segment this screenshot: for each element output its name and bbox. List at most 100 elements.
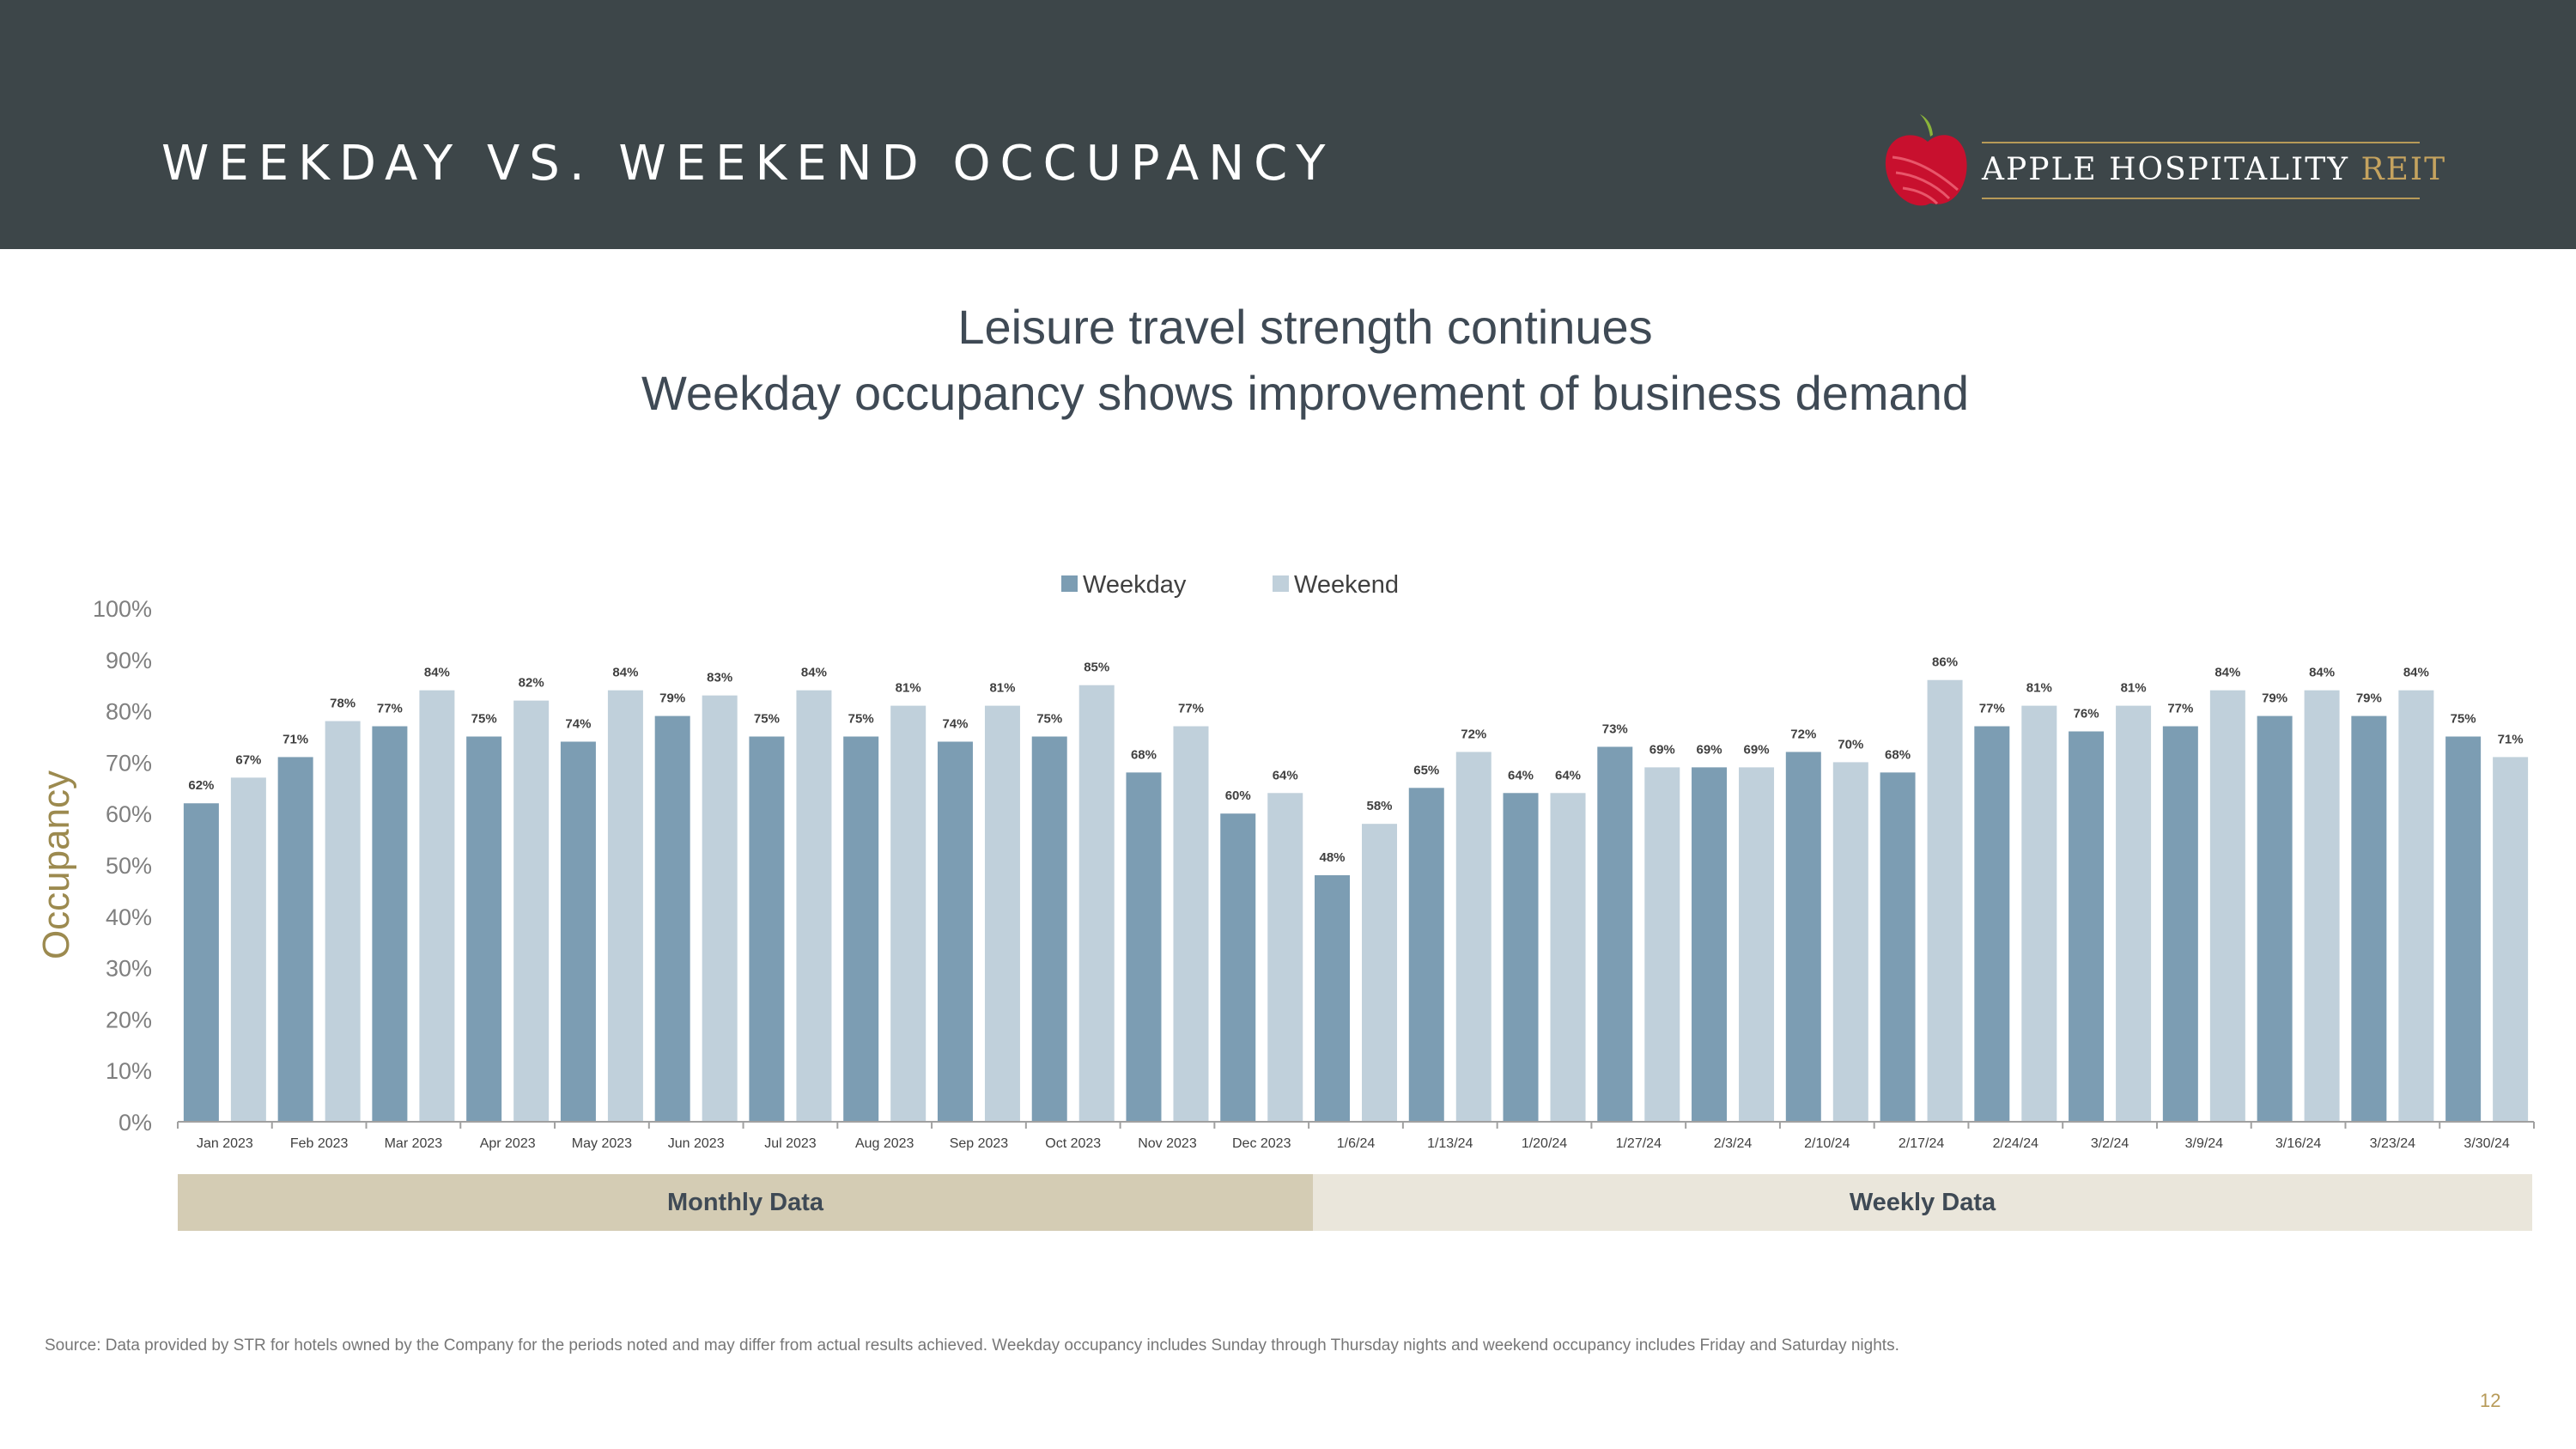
weekday-data-label: 73% — [1602, 721, 1628, 736]
legend-label-weekend: Weekend — [1294, 571, 1399, 599]
weekday-data-label: 48% — [1319, 850, 1345, 865]
weekday-bar — [2257, 715, 2293, 1122]
x-tick-label: Jan 2023 — [197, 1136, 253, 1151]
weekend-data-label: 72% — [1461, 727, 1486, 741]
weekend-data-label: 81% — [2121, 681, 2147, 696]
subtitle-line-2: Weekday occupancy shows improvement of b… — [641, 366, 1969, 420]
legend-swatch-weekday — [1061, 575, 1078, 592]
weekend-bar — [1267, 793, 1303, 1122]
y-axis-label: Occupancy — [35, 770, 77, 959]
weekend-data-label: 83% — [707, 671, 732, 685]
weekend-bar — [607, 690, 643, 1122]
x-tick-label: Jun 2023 — [668, 1136, 725, 1151]
weekend-bar — [325, 721, 361, 1122]
x-tick-label: 2/24/24 — [1993, 1136, 2038, 1151]
weekend-bar — [2398, 690, 2434, 1122]
y-tick-label: 80% — [106, 699, 152, 725]
x-tick-label: 2/3/24 — [1714, 1136, 1753, 1151]
weekly-data-band: Weekly Data — [1313, 1174, 2532, 1231]
weekday-data-label: 77% — [377, 702, 403, 716]
weekend-data-label: 84% — [801, 666, 827, 680]
weekend-data-label: 82% — [519, 676, 544, 691]
weekend-data-label: 84% — [2215, 666, 2240, 680]
weekend-data-label: 69% — [1649, 742, 1675, 757]
weekend-data-label: 58% — [1366, 799, 1392, 813]
weekend-data-label: 81% — [989, 681, 1015, 696]
y-tick-label: 0% — [118, 1110, 152, 1135]
x-tick-label: 2/10/24 — [1804, 1136, 1850, 1151]
weekday-bar — [843, 736, 879, 1122]
company-logo: APPLE HOSPITALITY REIT — [1880, 107, 2445, 215]
slide-title: WEEKDAY VS. WEEKEND OCCUPANCY — [161, 136, 1335, 192]
weekday-data-label: 68% — [1131, 747, 1157, 762]
apple-logo-icon — [1885, 114, 1967, 206]
x-tick-label: 3/16/24 — [2275, 1136, 2321, 1151]
page-number: 12 — [2480, 1390, 2501, 1411]
legend-swatch-weekend — [1273, 575, 1289, 592]
occupancy-bar-chart: 0% 10% 20% 30% 40% 50% 60% 70% 80% 90% 100% Occupan… — [35, 571, 2535, 1151]
weekend-data-label: 84% — [2309, 666, 2335, 680]
weekend-bar — [513, 700, 550, 1122]
header-bar: WEEKDAY VS. WEEKEND OCCUPANCY APPLE HOSP… — [0, 0, 2576, 249]
x-tick-label: 2/17/24 — [1899, 1136, 1944, 1151]
y-tick-label: 90% — [106, 648, 152, 673]
weekend-data-label: 77% — [1178, 702, 1204, 716]
weekend-bar — [2493, 757, 2529, 1122]
weekday-bar — [1974, 726, 2010, 1122]
weekend-bar — [1739, 767, 1775, 1122]
weekday-bar — [1880, 772, 1916, 1122]
weekend-bar — [1455, 752, 1492, 1122]
weekday-bar — [277, 757, 313, 1122]
x-tick-label: Oct 2023 — [1045, 1136, 1101, 1151]
monthly-data-band: Monthly Data — [178, 1174, 1313, 1231]
logo-name: APPLE HOSPITALITY — [1982, 152, 2350, 187]
weekend-data-label: 84% — [612, 666, 638, 680]
y-tick-label: 50% — [106, 853, 152, 879]
weekday-bar — [2445, 736, 2482, 1122]
weekend-data-label: 64% — [1273, 768, 1298, 782]
weekday-data-label: 75% — [848, 712, 874, 727]
weekend-bar — [1362, 824, 1397, 1122]
weekday-data-label: 79% — [2356, 691, 2382, 706]
logo-wordmark: APPLE HOSPITALITY REIT — [1982, 152, 2446, 187]
x-tick-label: 1/6/24 — [1337, 1136, 1376, 1151]
logo-rule-top — [1982, 142, 2420, 143]
weekday-data-label: 75% — [754, 712, 780, 727]
x-tick-label: Dec 2023 — [1232, 1136, 1291, 1151]
y-tick-label: 100% — [93, 596, 152, 622]
weekend-data-label: 86% — [1932, 655, 1958, 670]
x-tick-label: Aug 2023 — [855, 1136, 914, 1151]
weekday-bar — [372, 726, 408, 1122]
weekend-bar — [1173, 726, 1209, 1122]
weekday-bar — [1031, 736, 1067, 1122]
weekday-data-label: 79% — [659, 691, 685, 706]
weekday-bar — [937, 741, 973, 1122]
weekday-bar — [1785, 752, 1821, 1122]
y-tick-label: 60% — [106, 801, 152, 827]
weekday-data-label: 65% — [1413, 763, 1439, 777]
x-tick-label: Sep 2023 — [950, 1136, 1009, 1151]
weekday-data-label: 75% — [1036, 712, 1062, 727]
logo-reit: REIT — [2360, 152, 2447, 187]
weekday-data-label: 71% — [283, 732, 308, 746]
weekend-bar — [2209, 690, 2245, 1122]
weekday-bar — [1408, 788, 1444, 1122]
legend-label-weekday: Weekday — [1083, 571, 1187, 599]
y-tick-label: 30% — [106, 956, 152, 982]
x-tick-label: Jul 2023 — [764, 1136, 817, 1151]
weekend-bar — [890, 705, 927, 1122]
weekday-bar — [466, 736, 502, 1122]
weekday-data-label: 72% — [1790, 727, 1816, 741]
y-tick-label: 40% — [106, 904, 152, 930]
x-tick-label: 3/30/24 — [2464, 1136, 2509, 1151]
weekday-bar — [1692, 767, 1728, 1122]
weekday-data-label: 62% — [188, 778, 214, 793]
weekend-bar — [796, 690, 832, 1122]
weekend-data-label: 84% — [424, 666, 450, 680]
weekend-bar — [230, 777, 266, 1122]
weekday-data-label: 75% — [471, 712, 497, 727]
weekday-data-label: 77% — [2167, 702, 2193, 716]
weekend-data-label: 81% — [896, 681, 921, 696]
weekend-bar — [2304, 690, 2340, 1122]
weekday-bar — [654, 715, 690, 1122]
